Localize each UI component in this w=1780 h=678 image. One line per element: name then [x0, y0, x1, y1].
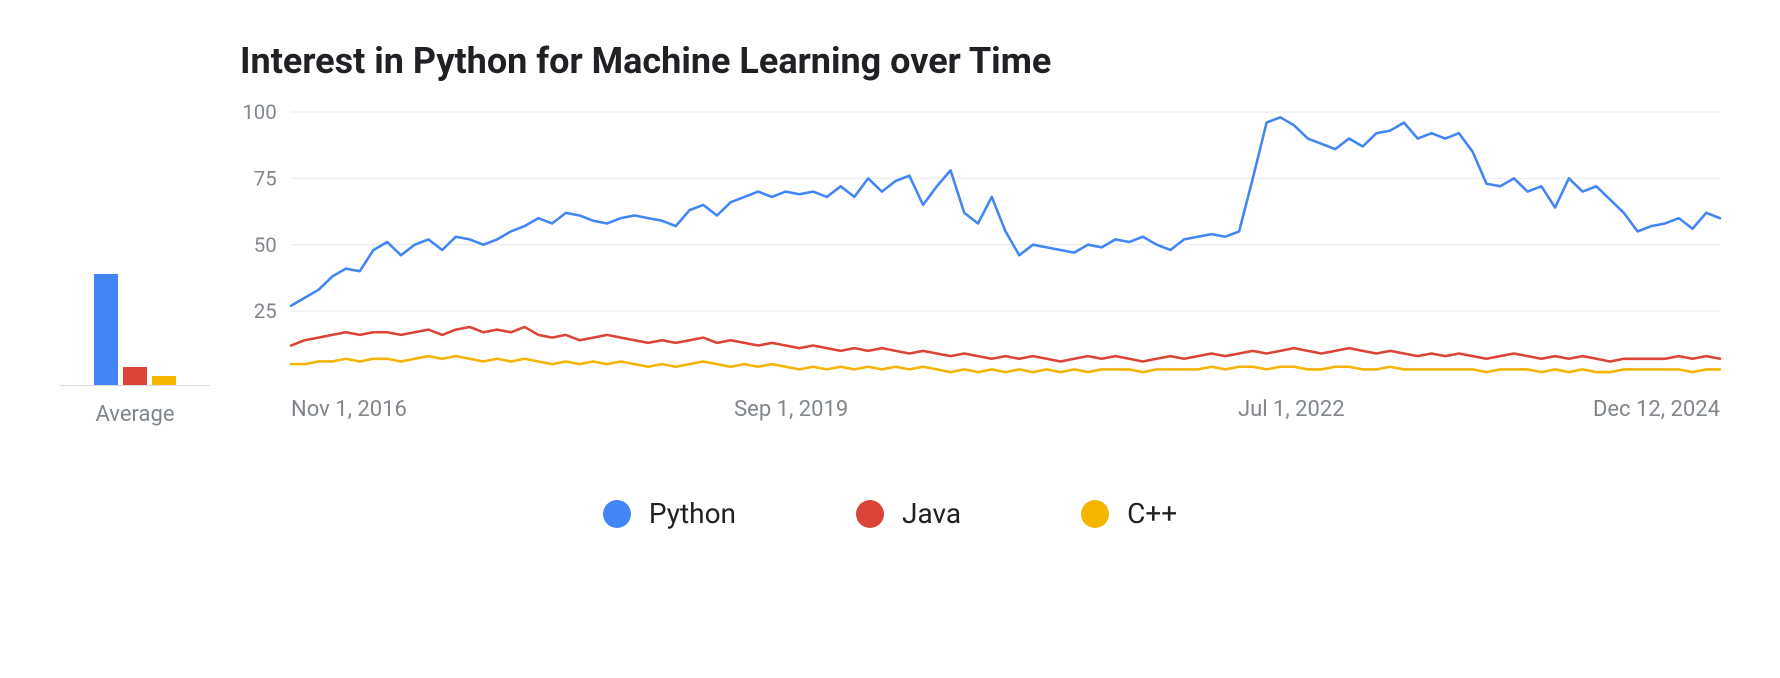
series-line-python — [291, 117, 1720, 305]
average-label: Average — [95, 402, 174, 427]
xtick-label: Nov 1, 2016 — [291, 397, 407, 422]
ytick-label: 50 — [254, 233, 277, 257]
avg-bar-python — [94, 274, 118, 386]
legend-dot-icon — [1081, 500, 1109, 528]
legend-item-python: Python — [603, 497, 736, 530]
legend-item-cplusplus: C++ — [1081, 497, 1177, 530]
xtick-label: Sep 1, 2019 — [734, 397, 848, 422]
series-line-java — [291, 327, 1720, 361]
chart-svg: 255075100 — [240, 112, 1720, 377]
chart-container: Interest in Python for Machine Learning … — [60, 40, 1720, 530]
legend-label: C++ — [1127, 497, 1177, 530]
avg-bar-java — [123, 367, 147, 385]
ytick-label: 75 — [254, 166, 277, 190]
average-block: Average — [60, 205, 210, 427]
avg-bar-cplusplus — [152, 376, 176, 385]
legend-dot-icon — [856, 500, 884, 528]
xtick-label: Jul 1, 2022 — [1238, 397, 1345, 422]
chart-row: Average 255075100 Nov 1, 2016Sep 1, 2019… — [60, 112, 1720, 427]
legend-dot-icon — [603, 500, 631, 528]
legend-label: Python — [649, 497, 736, 530]
average-bars — [60, 205, 210, 386]
xtick-label: Dec 12, 2024 — [1593, 397, 1720, 422]
line-chart: 255075100 Nov 1, 2016Sep 1, 2019Jul 1, 2… — [240, 112, 1720, 427]
legend-item-java: Java — [856, 497, 961, 530]
legend: Python Java C++ — [60, 497, 1720, 530]
legend-label: Java — [902, 497, 961, 530]
x-axis: Nov 1, 2016 Sep 1, 2019 Jul 1, 2022 Dec 12,… — [240, 397, 1720, 427]
ytick-label: 25 — [254, 299, 277, 323]
series-line-cplusplus — [291, 356, 1720, 372]
ytick-label: 100 — [242, 100, 276, 124]
average-baseline — [60, 385, 210, 386]
chart-title: Interest in Python for Machine Learning … — [240, 40, 1720, 82]
